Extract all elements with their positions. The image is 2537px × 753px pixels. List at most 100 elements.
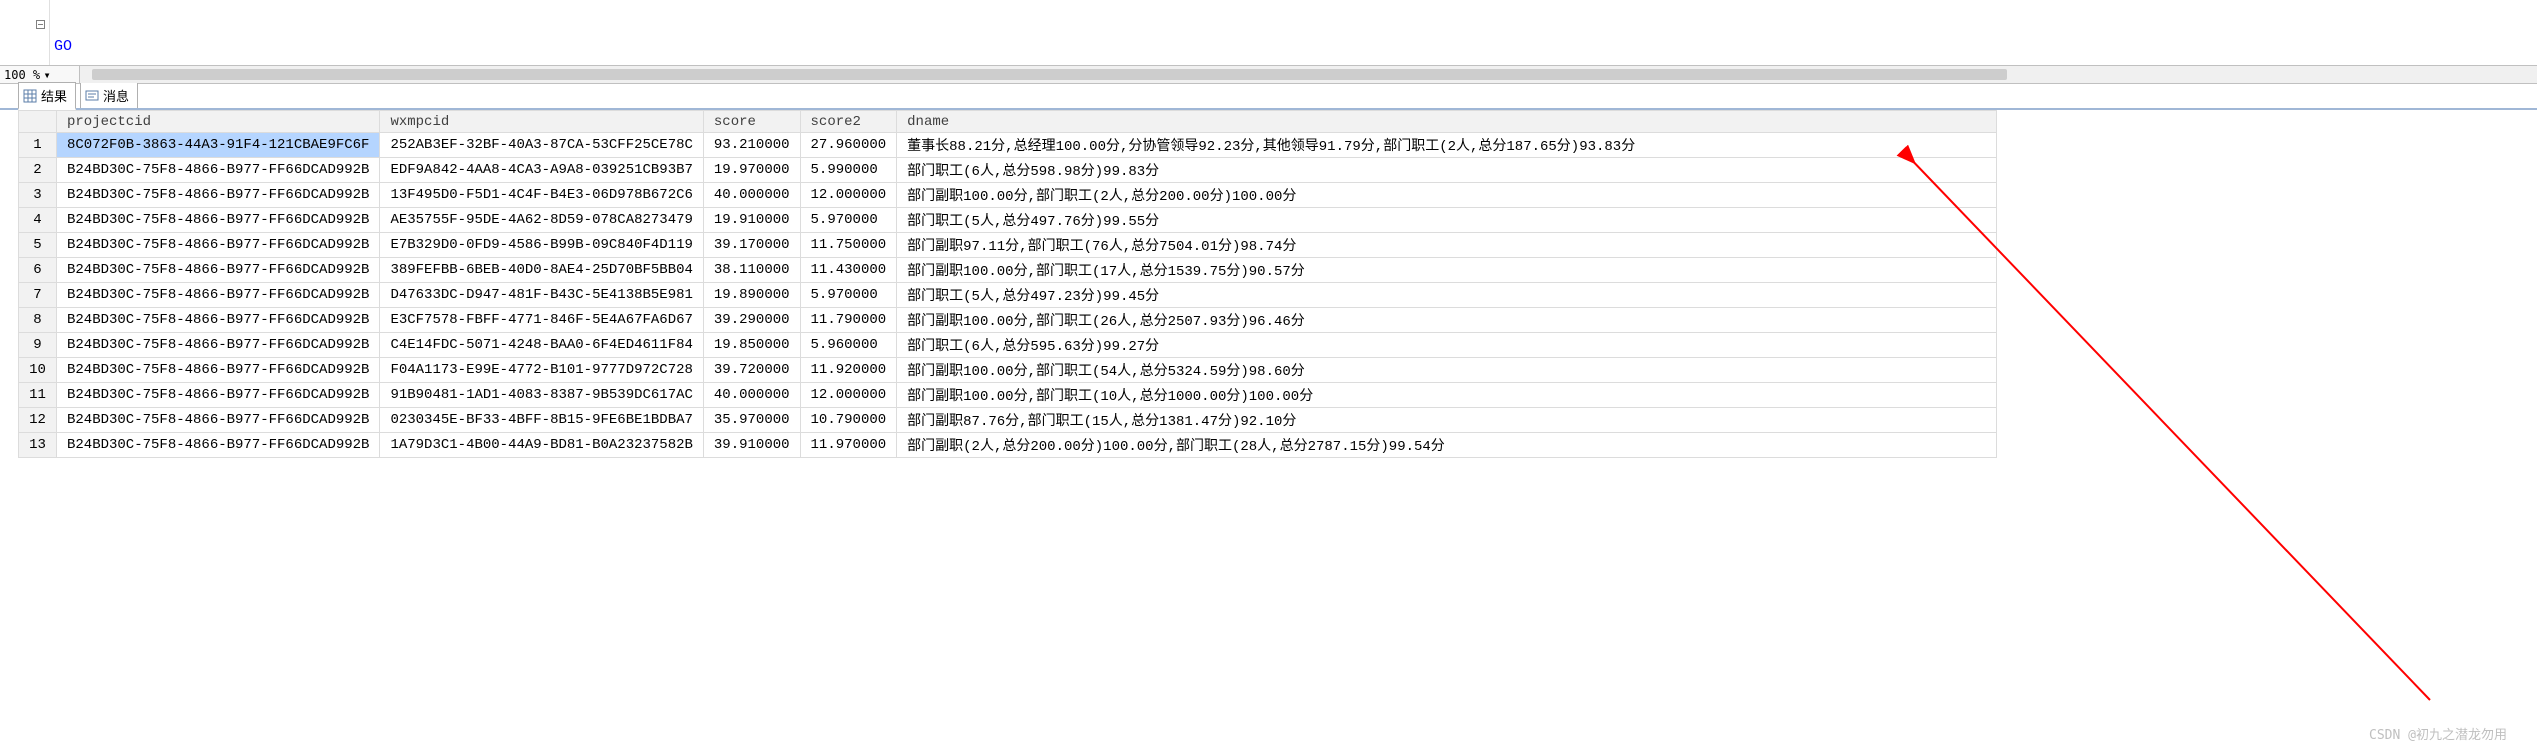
horizontal-scrollbar[interactable] [80, 66, 2537, 83]
row-number[interactable]: 13 [19, 433, 57, 458]
cell[interactable]: B24BD30C-75F8-4866-B977-FF66DCAD992B [57, 358, 380, 383]
cell[interactable]: B24BD30C-75F8-4866-B977-FF66DCAD992B [57, 408, 380, 433]
cell[interactable]: 部门副职97.11分,部门职工(76人,总分7504.01分)98.74分 [897, 233, 1997, 258]
tab-results[interactable]: 结果 [18, 82, 76, 110]
cell[interactable]: B24BD30C-75F8-4866-B977-FF66DCAD992B [57, 183, 380, 208]
cell[interactable]: 252AB3EF-32BF-40A3-87CA-53CFF25CE78C [380, 133, 703, 158]
table-row[interactable]: 8B24BD30C-75F8-4866-B977-FF66DCAD992BE3C… [19, 308, 1997, 333]
cell[interactable]: 12.000000 [800, 383, 897, 408]
row-number[interactable]: 12 [19, 408, 57, 433]
cell[interactable]: 部门副职100.00分,部门职工(10人,总分1000.00分)100.00分 [897, 383, 1997, 408]
cell[interactable]: EDF9A842-4AA8-4CA3-A9A8-039251CB93B7 [380, 158, 703, 183]
cell[interactable]: 部门副职100.00分,部门职工(17人,总分1539.75分)90.57分 [897, 258, 1997, 283]
column-header[interactable]: projectcid [57, 111, 380, 133]
cell[interactable]: 40.000000 [703, 183, 800, 208]
row-number[interactable]: 7 [19, 283, 57, 308]
zoom-selector[interactable]: 100 % ▾ [0, 66, 80, 83]
table-row[interactable]: 2B24BD30C-75F8-4866-B977-FF66DCAD992BEDF… [19, 158, 1997, 183]
cell[interactable]: B24BD30C-75F8-4866-B977-FF66DCAD992B [57, 233, 380, 258]
cell[interactable]: B24BD30C-75F8-4866-B977-FF66DCAD992B [57, 158, 380, 183]
column-header[interactable]: score2 [800, 111, 897, 133]
sql-editor[interactable]: GO select * from v_pj_rep1_lname_score_c… [0, 0, 2537, 66]
row-number[interactable]: 1 [19, 133, 57, 158]
cell[interactable]: 91B90481-1AD1-4083-8387-9B539DC617AC [380, 383, 703, 408]
table-row[interactable]: 11B24BD30C-75F8-4866-B977-FF66DCAD992B91… [19, 383, 1997, 408]
cell[interactable]: 19.850000 [703, 333, 800, 358]
row-number[interactable]: 6 [19, 258, 57, 283]
table-row[interactable]: 18C072F0B-3863-44A3-91F4-121CBAE9FC6F252… [19, 133, 1997, 158]
column-header[interactable]: score [703, 111, 800, 133]
table-row[interactable]: 12B24BD30C-75F8-4866-B977-FF66DCAD992B02… [19, 408, 1997, 433]
row-number[interactable]: 4 [19, 208, 57, 233]
cell[interactable]: 部门副职100.00分,部门职工(26人,总分2507.93分)96.46分 [897, 308, 1997, 333]
cell[interactable]: 19.910000 [703, 208, 800, 233]
cell[interactable]: 39.170000 [703, 233, 800, 258]
cell[interactable]: 部门副职100.00分,部门职工(2人,总分200.00分)100.00分 [897, 183, 1997, 208]
cell[interactable]: E3CF7578-FBFF-4771-846F-5E4A67FA6D67 [380, 308, 703, 333]
cell[interactable]: 部门副职87.76分,部门职工(15人,总分1381.47分)92.10分 [897, 408, 1997, 433]
cell[interactable]: B24BD30C-75F8-4866-B977-FF66DCAD992B [57, 433, 380, 458]
cell[interactable]: 8C072F0B-3863-44A3-91F4-121CBAE9FC6F [57, 133, 380, 158]
cell[interactable]: 5.970000 [800, 283, 897, 308]
cell[interactable]: B24BD30C-75F8-4866-B977-FF66DCAD992B [57, 308, 380, 333]
cell[interactable]: 5.970000 [800, 208, 897, 233]
row-number[interactable]: 9 [19, 333, 57, 358]
cell[interactable]: 部门职工(6人,总分598.98分)99.83分 [897, 158, 1997, 183]
results-grid[interactable]: projectcidwxmpcidscorescore2dname18C072F… [0, 110, 2537, 753]
cell[interactable]: 董事长88.21分,总经理100.00分,分协管领导92.23分,其他领导91.… [897, 133, 1997, 158]
cell[interactable]: 93.210000 [703, 133, 800, 158]
cell[interactable]: 1A79D3C1-4B00-44A9-BD81-B0A23237582B [380, 433, 703, 458]
cell[interactable]: 35.970000 [703, 408, 800, 433]
table-row[interactable]: 5B24BD30C-75F8-4866-B977-FF66DCAD992BE7B… [19, 233, 1997, 258]
table-row[interactable]: 4B24BD30C-75F8-4866-B977-FF66DCAD992BAE3… [19, 208, 1997, 233]
table-row[interactable]: 3B24BD30C-75F8-4866-B977-FF66DCAD992B13F… [19, 183, 1997, 208]
cell[interactable]: B24BD30C-75F8-4866-B977-FF66DCAD992B [57, 383, 380, 408]
cell[interactable]: B24BD30C-75F8-4866-B977-FF66DCAD992B [57, 333, 380, 358]
cell[interactable]: 11.750000 [800, 233, 897, 258]
cell[interactable]: 39.910000 [703, 433, 800, 458]
cell[interactable]: 11.790000 [800, 308, 897, 333]
editor-content[interactable]: GO select * from v_pj_rep1_lname_score_c… [50, 0, 2537, 65]
cell[interactable]: 13F495D0-F5D1-4C4F-B4E3-06D978B672C6 [380, 183, 703, 208]
table-row[interactable]: 7B24BD30C-75F8-4866-B977-FF66DCAD992BD47… [19, 283, 1997, 308]
cell[interactable]: 部门副职(2人,总分200.00分)100.00分,部门职工(28人,总分278… [897, 433, 1997, 458]
cell[interactable]: 12.000000 [800, 183, 897, 208]
row-number[interactable]: 2 [19, 158, 57, 183]
cell[interactable]: F04A1173-E99E-4772-B101-9777D972C728 [380, 358, 703, 383]
cell[interactable]: 5.960000 [800, 333, 897, 358]
cell[interactable]: 5.990000 [800, 158, 897, 183]
row-number[interactable]: 11 [19, 383, 57, 408]
chevron-down-icon[interactable]: ▾ [40, 68, 54, 82]
table-row[interactable]: 6B24BD30C-75F8-4866-B977-FF66DCAD992B389… [19, 258, 1997, 283]
scroll-thumb[interactable] [92, 69, 2007, 80]
column-header[interactable]: dname [897, 111, 1997, 133]
cell[interactable]: B24BD30C-75F8-4866-B977-FF66DCAD992B [57, 258, 380, 283]
cell[interactable]: 部门职工(6人,总分595.63分)99.27分 [897, 333, 1997, 358]
cell[interactable]: C4E14FDC-5071-4248-BAA0-6F4ED4611F84 [380, 333, 703, 358]
cell[interactable]: 0230345E-BF33-4BFF-8B15-9FE6BE1BDBA7 [380, 408, 703, 433]
fold-icon[interactable] [36, 20, 45, 29]
cell[interactable]: 11.970000 [800, 433, 897, 458]
table-row[interactable]: 10B24BD30C-75F8-4866-B977-FF66DCAD992BF0… [19, 358, 1997, 383]
cell[interactable]: 部门职工(5人,总分497.76分)99.55分 [897, 208, 1997, 233]
cell[interactable]: 11.920000 [800, 358, 897, 383]
cell[interactable]: 19.890000 [703, 283, 800, 308]
cell[interactable]: 19.970000 [703, 158, 800, 183]
cell[interactable]: 10.790000 [800, 408, 897, 433]
cell[interactable]: 39.290000 [703, 308, 800, 333]
tab-messages[interactable]: 消息 [80, 82, 138, 108]
cell[interactable]: E7B329D0-0FD9-4586-B99B-09C840F4D119 [380, 233, 703, 258]
row-number[interactable]: 10 [19, 358, 57, 383]
cell[interactable]: B24BD30C-75F8-4866-B977-FF66DCAD992B [57, 208, 380, 233]
row-number[interactable]: 8 [19, 308, 57, 333]
cell[interactable]: 部门副职100.00分,部门职工(54人,总分5324.59分)98.60分 [897, 358, 1997, 383]
cell[interactable]: 39.720000 [703, 358, 800, 383]
cell[interactable]: 40.000000 [703, 383, 800, 408]
cell[interactable]: D47633DC-D947-481F-B43C-5E4138B5E981 [380, 283, 703, 308]
cell[interactable]: 11.430000 [800, 258, 897, 283]
table-row[interactable]: 13B24BD30C-75F8-4866-B977-FF66DCAD992B1A… [19, 433, 1997, 458]
cell[interactable]: AE35755F-95DE-4A62-8D59-078CA8273479 [380, 208, 703, 233]
cell[interactable]: B24BD30C-75F8-4866-B977-FF66DCAD992B [57, 283, 380, 308]
table-row[interactable]: 9B24BD30C-75F8-4866-B977-FF66DCAD992BC4E… [19, 333, 1997, 358]
column-header[interactable]: wxmpcid [380, 111, 703, 133]
